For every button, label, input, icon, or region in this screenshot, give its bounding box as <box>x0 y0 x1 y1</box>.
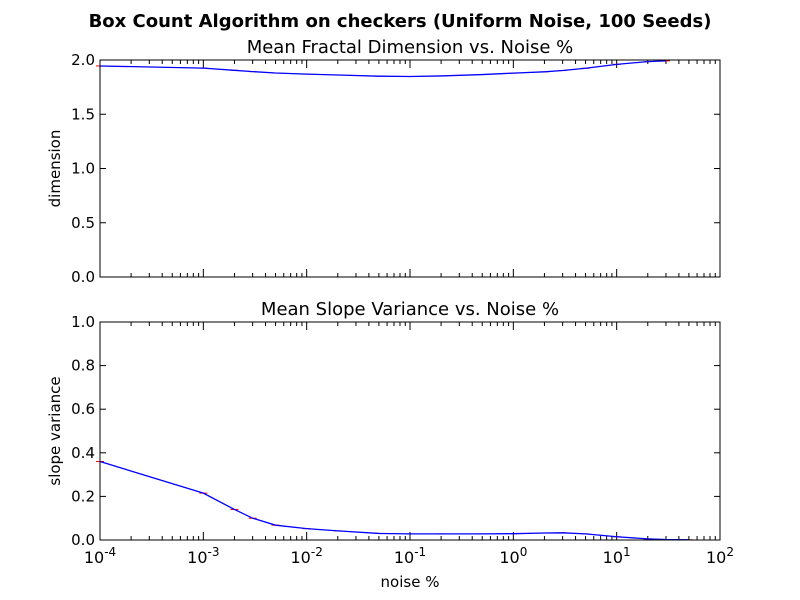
dimension-plot: Mean Fractal Dimension vs. Noise % dimens… <box>46 37 721 286</box>
slope-variance-xtick-label-2: 10-2 <box>291 545 323 567</box>
slope-variance-xtick-label-6: 102 <box>706 545 734 567</box>
slope-variance-ytick-label-5: 1.0 <box>71 313 95 331</box>
slope-variance-ytick-label-3: 0.6 <box>71 400 95 418</box>
dimension-ylabel: dimension <box>46 130 64 208</box>
slope-variance-axes-frame <box>99 321 721 541</box>
dimension-ytick-label-1: 0.5 <box>71 214 95 232</box>
dimension-axes-frame <box>99 59 721 278</box>
slope-variance-ylabel: slope variance <box>46 376 64 485</box>
slope-variance-ytick-label-4: 0.8 <box>71 357 95 375</box>
dimension-ytick-label-3: 1.5 <box>71 105 95 123</box>
slope-variance-ytick-label-0: 0.0 <box>71 531 95 549</box>
slope-variance-title: Mean Slope Variance vs. Noise % <box>261 299 559 320</box>
slope-variance-xlabel: noise % <box>381 573 440 591</box>
slope-variance-xtick-label-4: 100 <box>499 545 527 567</box>
dimension-ytick-label-0: 0.0 <box>71 268 95 286</box>
slope-variance-plot: Mean Slope Variance vs. Noise % slope var… <box>46 299 734 591</box>
slope-variance-xtick-label-3: 10-1 <box>394 545 426 567</box>
slope-variance-series-line <box>99 460 689 541</box>
dimension-series-line <box>99 60 666 78</box>
dimension-ytick-label-4: 2.0 <box>71 51 95 69</box>
slope-variance-xtick-label-5: 101 <box>603 545 631 567</box>
slope-variance-ytick-label-2: 0.4 <box>71 444 95 462</box>
slope-variance-xtick-label-1: 10-3 <box>187 545 219 567</box>
dimension-ytick-label-2: 1.0 <box>71 160 95 178</box>
dimension-title: Mean Fractal Dimension vs. Noise % <box>247 37 574 58</box>
figure-suptitle: Box Count Algorithm on checkers (Uniform… <box>89 11 712 32</box>
slope-variance-ytick-label-1: 0.2 <box>71 487 95 505</box>
slope-variance-xtick-label-0: 10-4 <box>84 545 116 567</box>
